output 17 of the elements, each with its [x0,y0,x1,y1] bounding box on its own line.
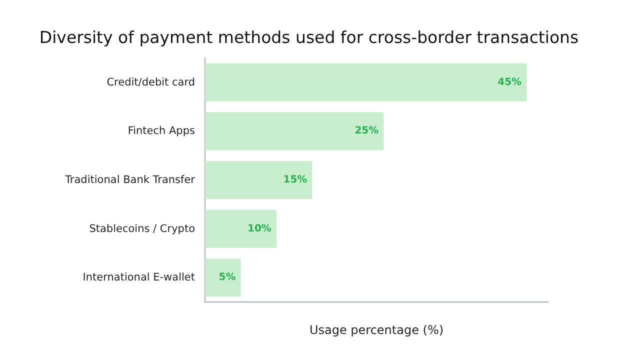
data-label: 45% [498,76,522,88]
y-tick-label: Credit/debit card [106,76,195,88]
chart-title: Diversity of payment methods used for cross-border transactions [39,28,579,47]
x-axis-title: Usage percentage (%) [309,323,444,337]
y-tick-label: Traditional Bank Transfer [64,174,196,186]
bar [205,112,384,150]
bar [205,160,312,200]
bar [205,63,527,102]
bar [205,210,276,248]
y-tick-label: Stablecoins / Crypto [89,222,195,235]
bar [205,258,241,297]
data-label: 10% [248,223,272,234]
data-label: 5% [218,272,236,284]
y-tick-label: International E-wallet [82,272,195,284]
data-label: 25% [354,126,379,137]
data-label: 15% [283,174,308,186]
y-tick-label: Fintech Apps [128,125,195,138]
